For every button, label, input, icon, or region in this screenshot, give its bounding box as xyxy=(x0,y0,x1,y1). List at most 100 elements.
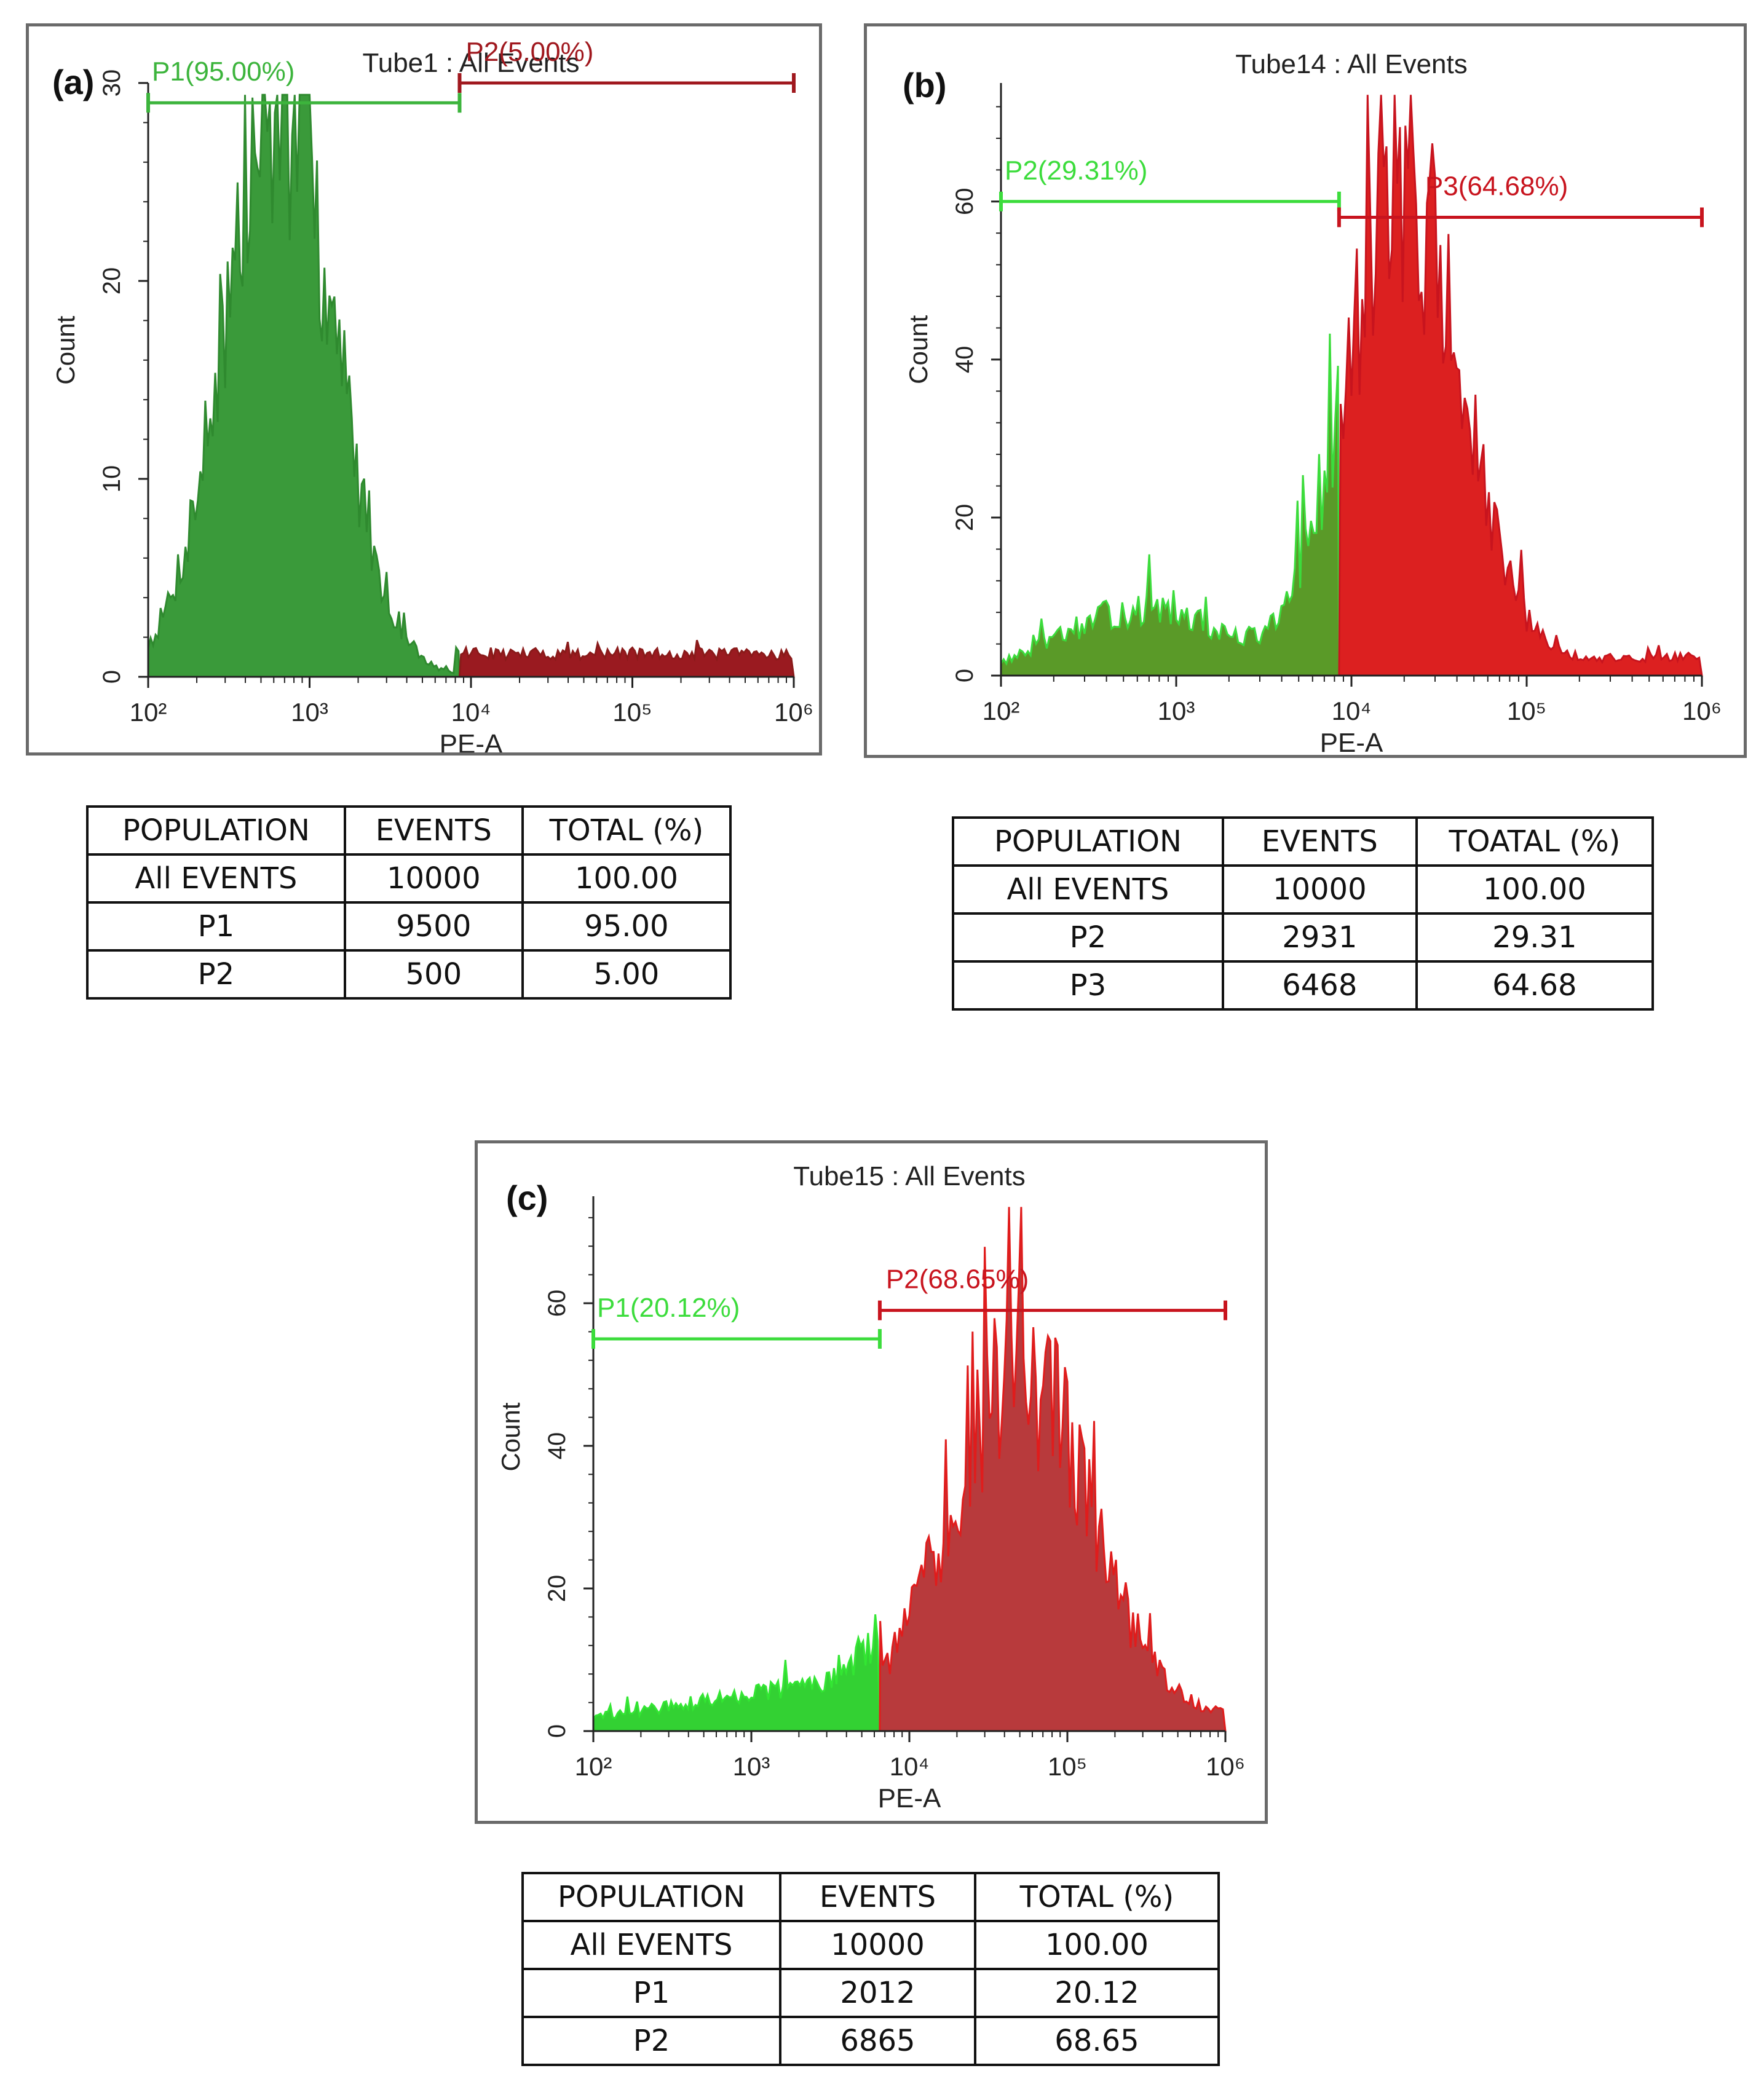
total-cell: 100.00 xyxy=(1415,864,1655,915)
x-tick-label: 10⁶ xyxy=(1206,1752,1245,1781)
total-cell: 100.00 xyxy=(973,1920,1220,1970)
header-population: POPULATION xyxy=(521,1872,782,1922)
total-cell: 5.00 xyxy=(521,949,732,1000)
x-tick-label: 10³ xyxy=(291,698,328,727)
header-total: TOTAL (%) xyxy=(521,805,732,856)
events-cell: 10000 xyxy=(343,853,524,904)
table-row: P2 6865 68.65 xyxy=(521,2016,1220,2066)
panel-a: (a) Tube1 : All Events 0 10 20 30 Count 10² 10³ 1… xyxy=(26,23,822,756)
population-cell: P3 xyxy=(952,960,1224,1011)
table-row: All EVENTS 10000 100.00 xyxy=(86,853,732,904)
total-cell: 29.31 xyxy=(1415,912,1655,963)
y-tick-label: 60 xyxy=(544,1290,571,1317)
population-cell: P1 xyxy=(86,901,346,952)
histogram-area-P1 xyxy=(592,1614,881,1732)
y-tick-label: 20 xyxy=(544,1575,571,1603)
table-row: P2 2931 29.31 xyxy=(952,912,1655,963)
population-cell: P2 xyxy=(952,912,1224,963)
stats-table-a: POPULATION EVENTS TOTAL (%) All EVENTS 1… xyxy=(86,805,732,1000)
header-population: POPULATION xyxy=(86,805,346,856)
table-header-row: POPULATION EVENTS TOATAL (%) xyxy=(952,816,1655,867)
histogram-area-P1 xyxy=(147,93,461,678)
x-tick-label: 10⁴ xyxy=(890,1752,930,1781)
y-axis-label: Count xyxy=(51,315,80,384)
table-row: P1 9500 95.00 xyxy=(86,901,732,952)
x-tick-label: 10⁶ xyxy=(1682,696,1722,725)
header-events: EVENTS xyxy=(1221,816,1418,867)
x-tick-label: 10⁴ xyxy=(1332,696,1372,725)
header-events: EVENTS xyxy=(343,805,524,856)
y-tick-label: 30 xyxy=(98,69,125,97)
histogram-area-P3 xyxy=(1338,95,1703,677)
header-population: POPULATION xyxy=(952,816,1224,867)
x-axis-label: PE-A xyxy=(440,729,503,752)
panel-b: (b) Tube14 : All Events 0 20 40 60 Count 10² 10³… xyxy=(864,23,1747,758)
table-row: P1 2012 20.12 xyxy=(521,1968,1220,2018)
panel-letter: (c) xyxy=(506,1178,548,1217)
y-tick-label: 20 xyxy=(951,504,978,532)
histogram-area-P2 xyxy=(458,639,795,678)
events-cell: 2931 xyxy=(1221,912,1418,963)
events-cell: 10000 xyxy=(779,1920,976,1970)
population-cell: All EVENTS xyxy=(521,1920,782,1970)
y-tick-label: 0 xyxy=(951,669,978,682)
x-tick-label: 10⁴ xyxy=(451,698,491,727)
panel-letter: (b) xyxy=(903,66,947,105)
gate-P2-label: P2(68.65%) xyxy=(886,1264,1029,1295)
table-header-row: POPULATION EVENTS TOTAL (%) xyxy=(521,1872,1220,1922)
y-tick-label: 60 xyxy=(951,188,978,216)
gate-P1-label: P1(95.00%) xyxy=(152,57,295,87)
x-tick-label: 10² xyxy=(575,1752,612,1781)
x-tick-label: 10⁵ xyxy=(1507,696,1546,725)
y-axis-label: Count xyxy=(904,315,933,384)
population-cell: P2 xyxy=(521,2016,782,2066)
events-cell: 9500 xyxy=(343,901,524,952)
table-header-row: POPULATION EVENTS TOTAL (%) xyxy=(86,805,732,856)
population-cell: All EVENTS xyxy=(952,864,1224,915)
x-axis-label: PE-A xyxy=(878,1783,941,1813)
x-tick-label: 10⁵ xyxy=(1048,1752,1087,1781)
total-cell: 64.68 xyxy=(1415,960,1655,1011)
stats-table-b: POPULATION EVENTS TOATAL (%) All EVENTS … xyxy=(952,816,1655,1011)
events-cell: 6468 xyxy=(1221,960,1418,1011)
total-cell: 100.00 xyxy=(521,853,732,904)
histogram-c: (c) Tube15 : All Events 0 20 40 60 Count 10² 10³… xyxy=(496,1161,1245,1813)
y-axis-label: Count xyxy=(496,1402,525,1471)
events-cell: 500 xyxy=(343,949,524,1000)
x-tick-label: 10³ xyxy=(733,1752,770,1781)
header-total: TOTAL (%) xyxy=(973,1872,1220,1922)
histogram-area-P2 xyxy=(879,1207,1227,1732)
y-tick-label: 10 xyxy=(98,465,125,493)
chart-title: Tube15 : All Events xyxy=(793,1161,1025,1191)
total-cell: 95.00 xyxy=(521,901,732,952)
panel-c: (c) Tube15 : All Events 0 20 40 60 Count 10² 10³… xyxy=(475,1140,1268,1824)
histogram-b: (b) Tube14 : All Events 0 20 40 60 Count 10² 10³… xyxy=(903,49,1722,755)
population-cell: P1 xyxy=(521,1968,782,2018)
histogram-area-P2 xyxy=(1000,333,1340,677)
table-row: All EVENTS 10000 100.00 xyxy=(952,864,1655,915)
stats-table-c: POPULATION EVENTS TOTAL (%) All EVENTS 1… xyxy=(521,1872,1220,2066)
table-row: All EVENTS 10000 100.00 xyxy=(521,1920,1220,1970)
y-tick-label: 0 xyxy=(544,1724,571,1738)
x-tick-label: 10² xyxy=(130,698,167,727)
x-tick-label: 10² xyxy=(983,696,1020,725)
histogram-a: (a) Tube1 : All Events 0 10 20 30 Count 10² 10³ 1… xyxy=(51,37,813,752)
y-tick-label: 0 xyxy=(98,670,125,684)
y-tick-label: 40 xyxy=(544,1432,571,1460)
header-events: EVENTS xyxy=(779,1872,976,1922)
x-tick-label: 10⁶ xyxy=(774,698,813,727)
chart-title: Tube14 : All Events xyxy=(1235,49,1467,79)
gate-P2-label: P2(5.00%) xyxy=(465,37,593,67)
gate-P2-label: P2(29.31%) xyxy=(1005,156,1147,186)
table-row: P3 6468 64.68 xyxy=(952,960,1655,1011)
gate-P3-label: P3(64.68%) xyxy=(1425,172,1568,202)
population-cell: P2 xyxy=(86,949,346,1000)
events-cell: 10000 xyxy=(1221,864,1418,915)
gate-P1-label: P1(20.12%) xyxy=(597,1293,740,1323)
panel-letter: (a) xyxy=(52,63,94,101)
y-tick-label: 40 xyxy=(951,346,978,374)
x-tick-label: 10⁵ xyxy=(612,698,652,727)
total-cell: 20.12 xyxy=(973,1968,1220,2018)
x-axis-label: PE-A xyxy=(1320,728,1383,755)
events-cell: 2012 xyxy=(779,1968,976,2018)
